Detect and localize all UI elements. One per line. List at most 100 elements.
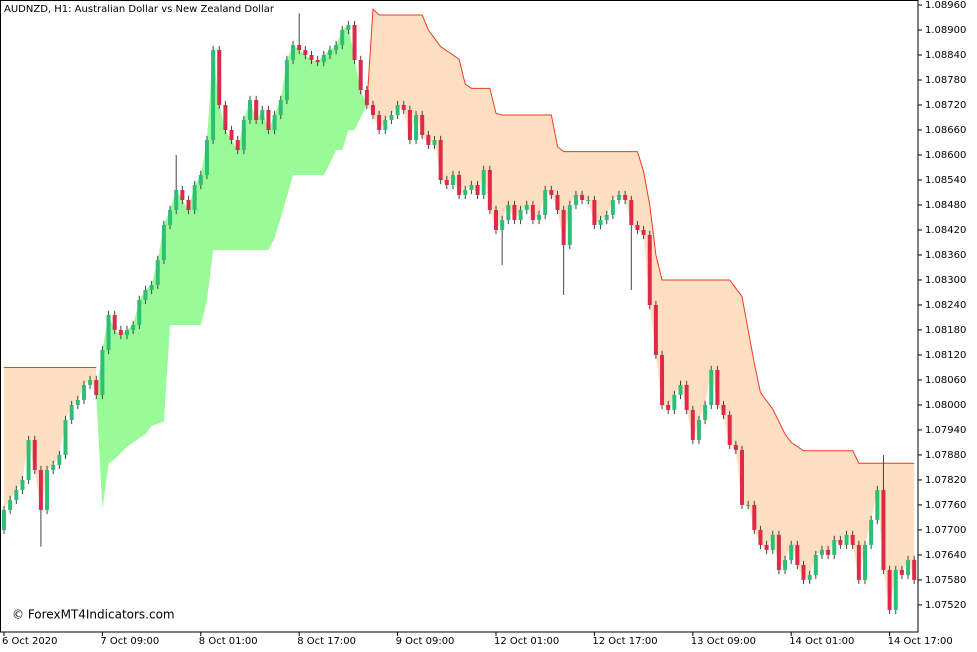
candle-body (647, 234, 652, 305)
candle-body (506, 204, 511, 220)
candle-body (856, 544, 861, 580)
candle-body (512, 204, 517, 220)
candle-body (217, 49, 222, 105)
candle-body (358, 59, 363, 90)
candle-body (629, 199, 634, 225)
candle-body (481, 169, 486, 195)
candle-body (635, 224, 640, 230)
y-tick-label: 1.08480 (925, 200, 966, 211)
candle-body (45, 469, 50, 510)
candle-body (278, 99, 283, 115)
candle-body (198, 174, 203, 185)
candle-body (850, 534, 855, 545)
candles (2, 13, 917, 615)
candle-body (118, 329, 123, 335)
candle-body (106, 314, 111, 350)
candle-body (88, 379, 93, 385)
candle-body (561, 209, 566, 245)
candle-body (297, 44, 302, 50)
candle-body (303, 49, 308, 55)
candle-body (444, 179, 449, 185)
candle-body (899, 569, 904, 575)
candle-body (432, 139, 437, 145)
candle-body (131, 324, 136, 330)
x-tick-label: 13 Oct 09:00 (691, 636, 756, 647)
y-tick-label: 1.08720 (925, 100, 966, 111)
candle-body (352, 24, 357, 60)
candle-body (610, 199, 615, 215)
candle-body (487, 169, 492, 210)
candle-body (63, 419, 68, 455)
y-tick-label: 1.08060 (925, 375, 966, 386)
candle-body (346, 24, 351, 30)
candle-body (211, 49, 216, 140)
candle-body (149, 284, 154, 290)
candle-body (690, 409, 695, 440)
y-tick-label: 1.08960 (925, 0, 966, 11)
x-tick-label: 6 Oct 2020 (2, 636, 57, 647)
candle-body (241, 119, 246, 150)
y-tick-label: 1.08300 (925, 275, 966, 286)
chart-title: AUDNZD, H1: Australian Dollar vs New Zea… (4, 4, 275, 15)
candle-body (672, 394, 677, 410)
y-tick-label: 1.08540 (925, 175, 966, 186)
candle-body (494, 209, 498, 230)
y-tick-label: 1.07760 (925, 500, 966, 511)
candle-body (383, 119, 388, 130)
candle-body (758, 529, 763, 545)
candle-body (395, 104, 400, 115)
y-tick-label: 1.07640 (925, 550, 966, 561)
candle-body (26, 439, 31, 480)
candle-body (709, 369, 714, 405)
y-tick-label: 1.08180 (925, 325, 966, 336)
candle-body (186, 199, 191, 210)
candle-body (727, 414, 732, 445)
candle-body (143, 289, 148, 300)
y-tick-label: 1.08840 (925, 50, 966, 61)
candle-body (844, 534, 849, 545)
candle-body (549, 189, 554, 195)
x-tick-label: 9 Oct 09:00 (396, 636, 455, 647)
candle-body (703, 404, 708, 420)
candle-body (75, 399, 80, 405)
candle-body (438, 139, 443, 180)
x-tick-label: 7 Oct 09:00 (100, 636, 159, 647)
candle-body (832, 539, 837, 555)
candle-body (450, 174, 455, 185)
candle-body (266, 109, 271, 130)
candle-body (746, 504, 751, 506)
candle-body (180, 189, 185, 200)
candle-body (57, 454, 62, 465)
candle-body (229, 129, 234, 140)
candle-body (248, 99, 252, 120)
candle-body (51, 464, 56, 470)
candle-body (598, 219, 603, 225)
candle-body (81, 384, 86, 400)
x-tick-label: 8 Oct 17:00 (297, 636, 356, 647)
upper-fill (366, 9, 915, 610)
candle-body (592, 199, 597, 225)
candle-body (192, 184, 197, 210)
candle-body (893, 569, 898, 610)
candle-body (678, 384, 683, 395)
candle-body (284, 59, 289, 100)
candle-body (660, 354, 665, 405)
candle-body (776, 534, 781, 570)
candle-body (463, 189, 468, 195)
candle-body (38, 469, 43, 510)
candle-body (721, 404, 726, 415)
candle-body (414, 114, 419, 140)
candle-body (340, 29, 345, 45)
y-tick-label: 1.07700 (925, 525, 966, 536)
y-tick-label: 1.08360 (925, 250, 966, 261)
candle-body (906, 559, 911, 575)
candle-body (260, 109, 265, 120)
candle-body (783, 559, 788, 570)
candle-body (733, 444, 738, 450)
candle-body (912, 559, 917, 580)
y-tick-label: 1.07580 (925, 575, 966, 586)
candle-body (32, 439, 37, 470)
candle-body (155, 259, 160, 285)
watermark: © ForexMT4Indicators.com (12, 608, 175, 622)
